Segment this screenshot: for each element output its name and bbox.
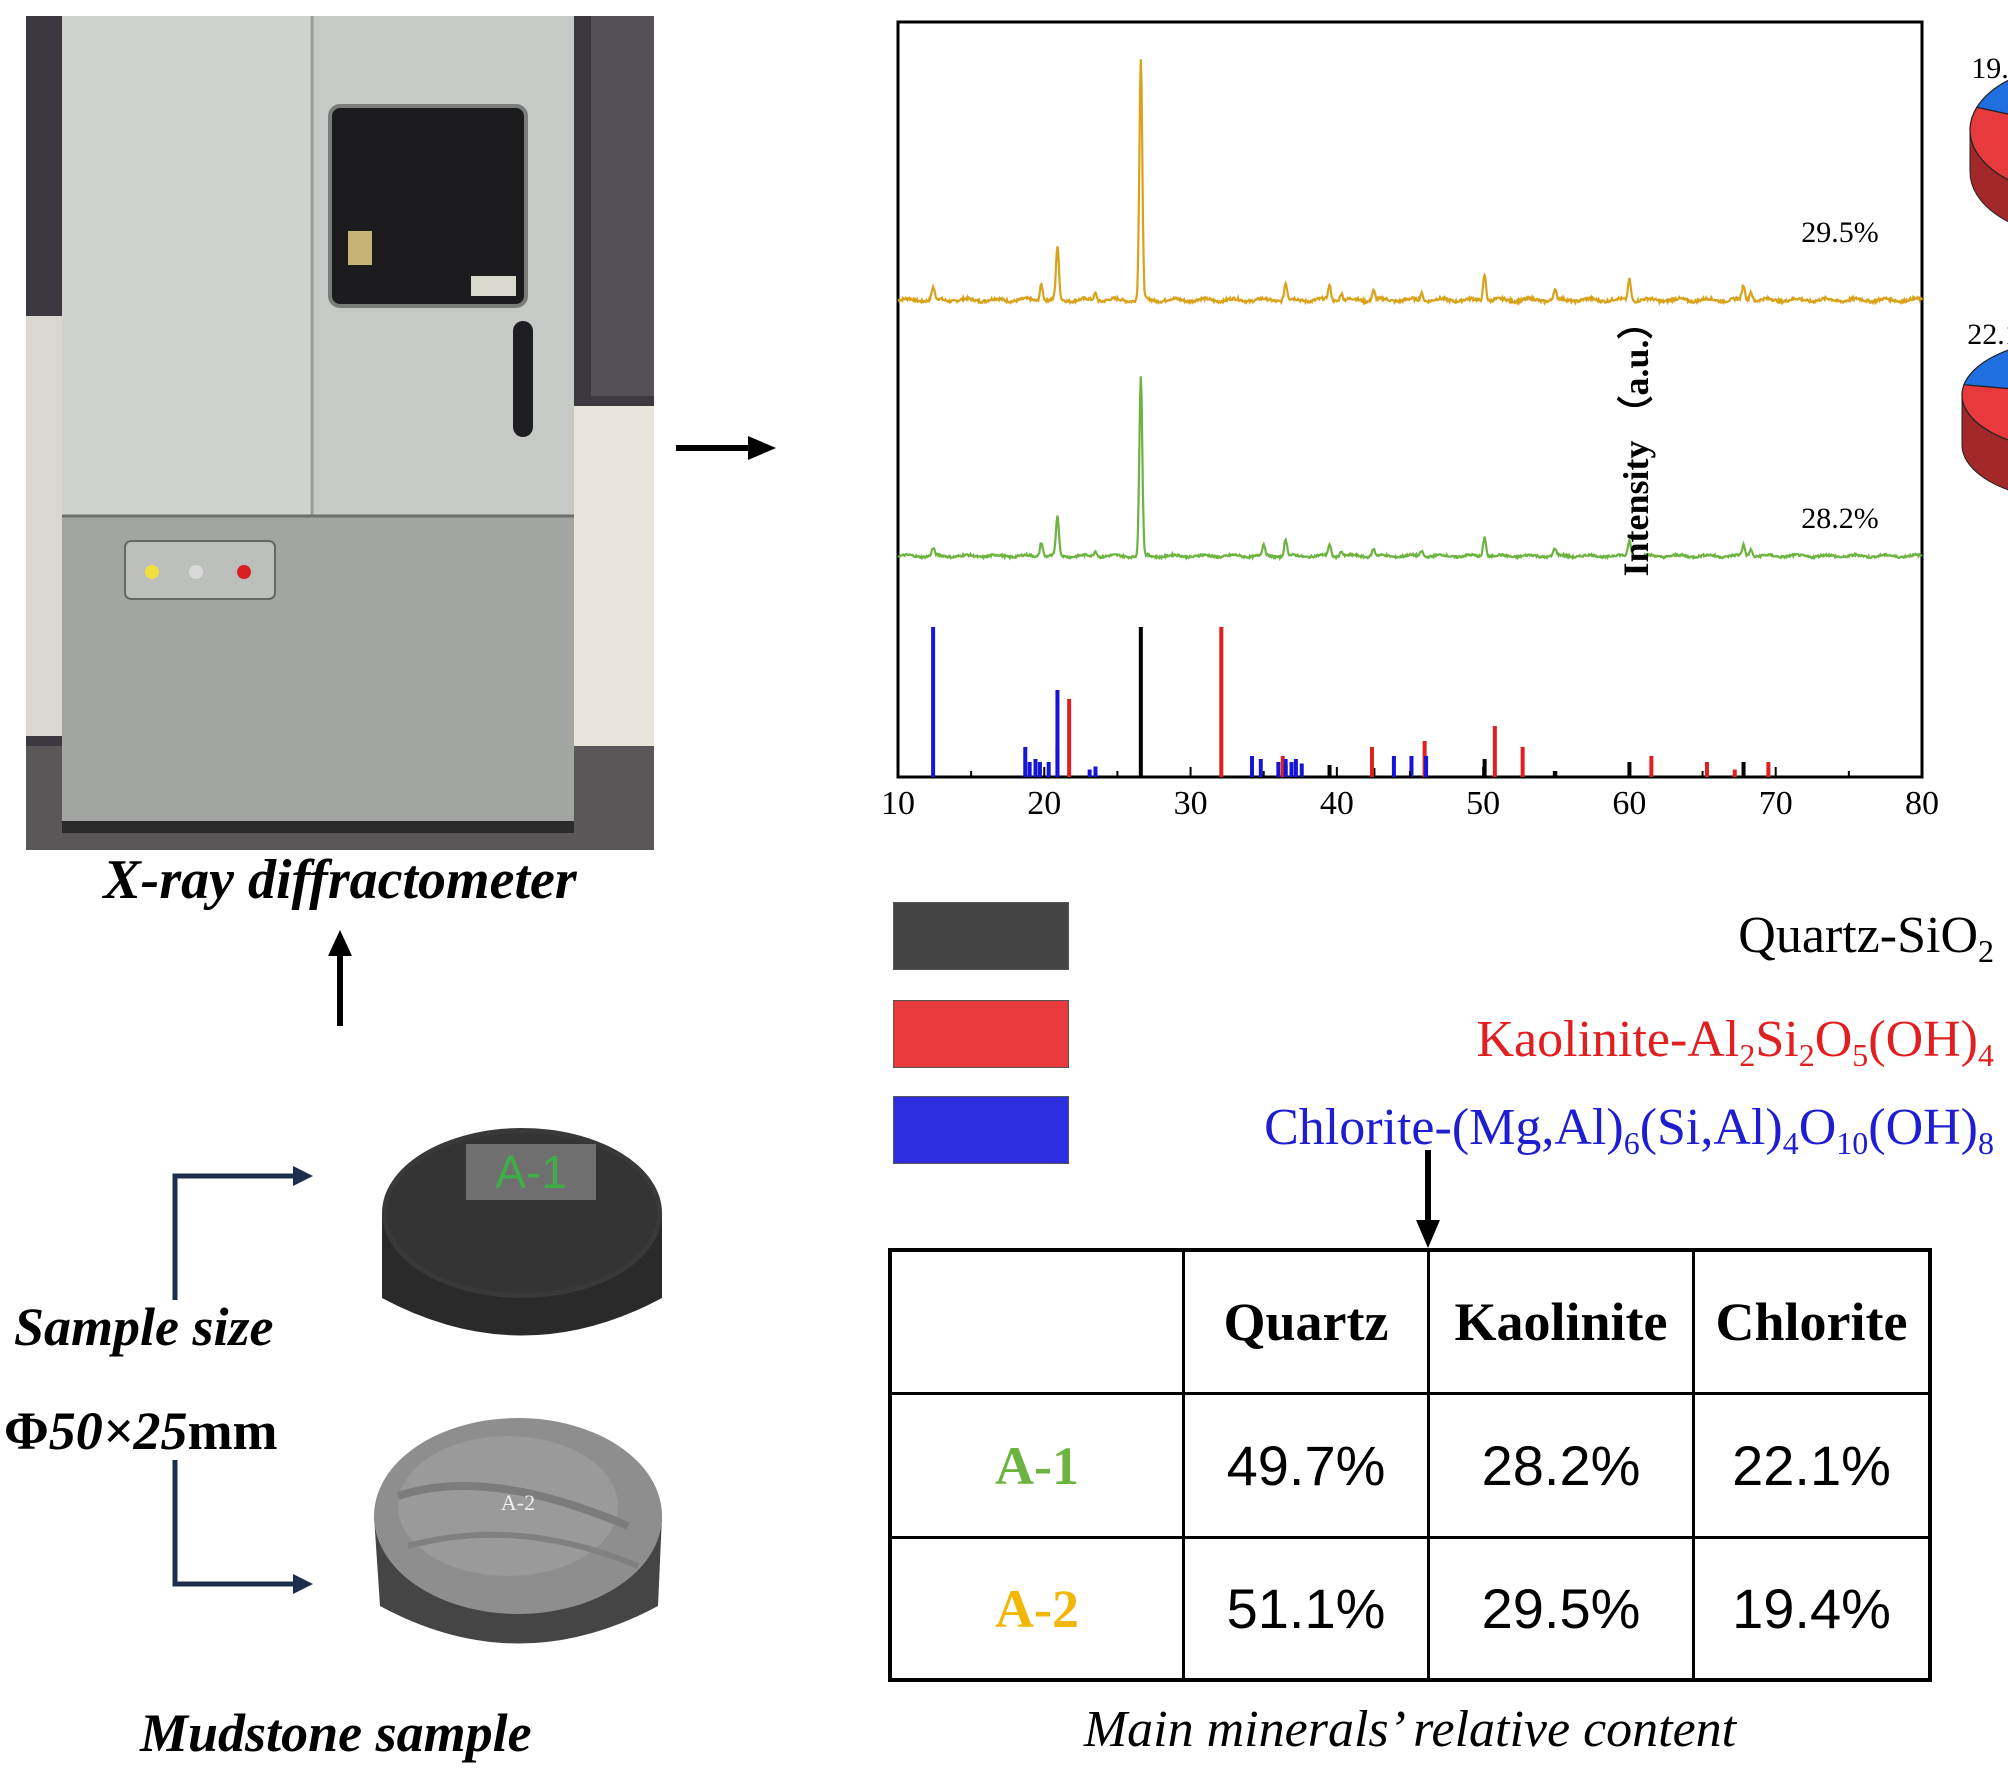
legend-swatch-kaolinite	[893, 1000, 1069, 1068]
legend-text-kaolinite: Kaolinite-Al2Si2O5(OH)4	[1476, 1010, 1994, 1071]
xrd-series-a-2	[897, 59, 1924, 307]
table-divider	[1692, 1252, 1695, 1678]
x-tick-label: 30	[1174, 785, 1208, 822]
sample-dims-value: 50×25	[48, 1401, 188, 1461]
legend-kaolinite-part: Si	[1755, 1011, 1799, 1068]
xrd-series-a-1	[897, 376, 1923, 562]
x-tick-label: 50	[1466, 785, 1500, 822]
sample-a2-photo: A-2	[368, 1406, 668, 1671]
legend-kaolinite-sub: 4	[1978, 1037, 1994, 1073]
diffractometer-illustration	[26, 16, 654, 850]
table-row-label-a1: A-1	[995, 1435, 1079, 1496]
x-tick-label: 70	[1759, 785, 1793, 822]
pie-label-chlorite: 19.4%	[1971, 52, 2008, 85]
legend-swatch-chlorite	[893, 1096, 1069, 1164]
legend-chlorite-sub: 6	[1623, 1125, 1640, 1161]
pie-slice-kaolinite	[1969, 106, 2008, 181]
legend-quartz-sub: 2	[1978, 933, 1994, 969]
legend-chlorite-part: (Si,Al)	[1639, 1099, 1783, 1156]
table-cell: 29.5%	[1481, 1577, 1641, 1640]
table-cell: 49.7%	[1226, 1434, 1386, 1497]
legend-quartz-name: Quartz-SiO	[1738, 907, 1978, 964]
diffractometer-caption: X-ray diffractometer	[103, 849, 577, 911]
pie-side-kaolinite	[1961, 394, 2008, 491]
table-header-quartz: Quartz	[1223, 1292, 1389, 1352]
sample-dims-phi: Φ	[4, 1401, 49, 1461]
legend-chlorite-part: (OH)	[1868, 1099, 1978, 1156]
table-caption: Main minerals’ relative content	[1083, 1701, 1737, 1758]
legend-kaolinite-part: (OH)	[1868, 1011, 1978, 1068]
mineral-content-table: Quartz Kaolinite Chlorite A-1 49.7% 28.2…	[888, 1248, 1932, 1682]
table-cell: 28.2%	[1481, 1434, 1641, 1497]
table-divider	[892, 1536, 1928, 1539]
sample-dimensions: Φ50×25mm	[4, 1400, 278, 1462]
table-divider	[892, 1392, 1928, 1395]
table-cell: 19.4%	[1732, 1577, 1891, 1640]
legend-text-quartz: Quartz-SiO2	[1738, 906, 1994, 967]
legend-chlorite-sub: 10	[1836, 1125, 1869, 1161]
legend-kaolinite-sub: 2	[1798, 1037, 1815, 1073]
right-arrow-icon	[676, 436, 776, 460]
x-tick-label: 10	[881, 785, 915, 822]
table-header-chlorite: Chlorite	[1715, 1292, 1908, 1352]
legend-chlorite-sub: 4	[1782, 1125, 1799, 1161]
xrd-diffractometer-photo	[26, 16, 654, 850]
sample-a2-illustration	[374, 1418, 662, 1644]
x-tick-label: 60	[1612, 785, 1646, 822]
sample-size-label: Sample size	[14, 1297, 274, 1357]
x-tick-label: 20	[1027, 785, 1061, 822]
sample-a1-label: A-1	[495, 1146, 567, 1198]
y-axis-label: Intensity （a.u.）	[1616, 303, 1656, 576]
legend-swatch-quartz	[893, 902, 1069, 970]
pie-side-kaolinite	[1969, 129, 2008, 223]
sample-dims-unit: mm	[187, 1401, 278, 1461]
pie-slice-chlorite	[1975, 79, 2008, 115]
up-arrow-icon	[328, 930, 352, 1026]
x-tick-label: 40	[1320, 785, 1354, 822]
pie-label-kaolinite: 29.5%	[1801, 216, 1879, 249]
pie-slice-kaolinite	[1961, 384, 2008, 441]
table-cell: 51.1%	[1226, 1577, 1386, 1640]
legend-kaolinite-sub: 2	[1739, 1037, 1756, 1073]
table-header-kaolinite: Kaolinite	[1454, 1292, 1668, 1352]
sample-a1-photo: A-1	[372, 1118, 672, 1358]
legend-chlorite-part: O	[1798, 1099, 1837, 1156]
x-tick-label: 80	[1905, 785, 1939, 822]
table-divider	[1427, 1252, 1430, 1678]
legend-kaolinite-sub: 5	[1852, 1037, 1869, 1073]
legend-kaolinite-part: O	[1814, 1011, 1853, 1068]
mudstone-sample-caption: Mudstone sample	[140, 1703, 532, 1763]
table-row-label-a2: A-2	[995, 1578, 1079, 1639]
table-cell: 22.1%	[1732, 1434, 1891, 1497]
sample-a1-illustration	[382, 1128, 662, 1336]
sample-a2-label: A-2	[500, 1490, 536, 1515]
pie-label-kaolinite: 28.2%	[1801, 502, 1879, 535]
legend-chlorite-part: Chlorite-(Mg,Al)	[1264, 1099, 1624, 1156]
plot-frame	[896, 20, 1924, 779]
pie-label-chlorite: 22.1%	[1967, 318, 2008, 351]
legend-chlorite-sub: 8	[1978, 1125, 1994, 1161]
table-divider	[1182, 1252, 1185, 1678]
pie-slice-chlorite	[1963, 349, 2008, 390]
down-arrow-icon	[1416, 1150, 1440, 1248]
legend-kaolinite-part: Kaolinite-Al	[1476, 1011, 1740, 1068]
sample-bracket-arrows	[172, 1166, 313, 1594]
legend-text-chlorite: Chlorite-(Mg,Al)6(Si,Al)4O10(OH)8	[1264, 1098, 1994, 1159]
